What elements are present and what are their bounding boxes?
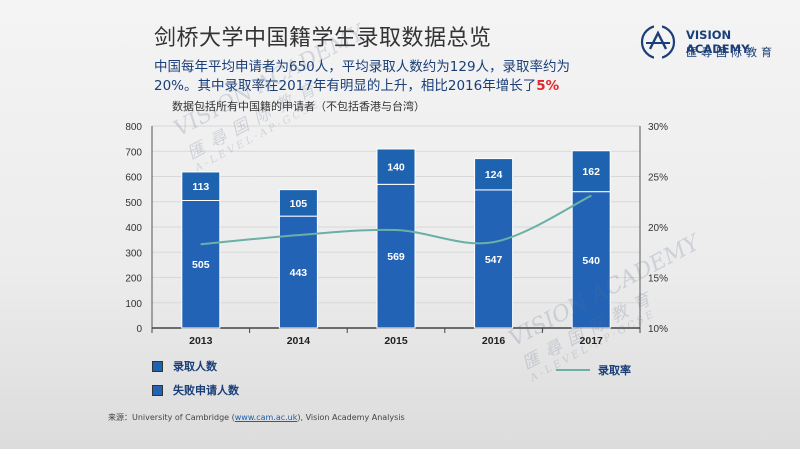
- rate-point: [200, 243, 202, 245]
- y-tick-label: 400: [125, 223, 142, 234]
- data-label-rejected: 547: [485, 254, 503, 266]
- chart-rate-line: [200, 194, 592, 246]
- legend-rate-line: [556, 369, 590, 371]
- source-citation: 来源：University of Cambridge (www.cam.ac.u…: [108, 412, 405, 423]
- legend-rejected-swatch: [152, 384, 163, 396]
- summary-text: 中国每年平均申请者为650人，平均录取人数约为129人，录取率约为 20%。其中…: [154, 58, 624, 96]
- y2-tick-label: 25%: [648, 173, 668, 184]
- data-label-accepted: 140: [387, 162, 405, 174]
- y-tick-label: 600: [125, 173, 142, 184]
- brand-logo: VISION ACADEMY 匯尋国际教育: [640, 24, 790, 64]
- data-note: 数据包括所有中国籍的申请者（不包括香港与台湾）: [172, 100, 425, 113]
- x-tick-label: 2015: [384, 335, 408, 347]
- legend-rate: 录取率: [556, 362, 631, 378]
- x-tick-label: 2013: [189, 335, 213, 347]
- logo-name: VISION ACADEMY: [686, 28, 750, 56]
- source-suffix: ), Vision Academy Analysis: [297, 413, 405, 422]
- page-title: 剑桥大学中国籍学生录取数据总览: [154, 26, 492, 51]
- bar-accepted: [474, 158, 514, 191]
- legend-accepted-label: 录取人数: [173, 360, 217, 373]
- y-tick-label: 100: [125, 299, 142, 310]
- legend-rejected-label: 失败申请人数: [173, 384, 239, 397]
- y-tick-label: 800: [125, 122, 142, 133]
- data-label-rejected: 569: [387, 251, 405, 263]
- y-tick-label: 700: [125, 147, 142, 158]
- source-link[interactable]: www.cam.ac.uk: [234, 413, 298, 422]
- data-label-rejected: 505: [192, 259, 210, 271]
- chart-bars: [181, 148, 611, 329]
- bar-rejected: [181, 199, 221, 329]
- rate-point: [493, 241, 495, 243]
- y-tick-label: 300: [125, 248, 142, 259]
- y2-tick-label: 30%: [648, 122, 668, 133]
- summary-highlight: 5%: [536, 78, 560, 94]
- logo-subtitle: 匯尋国际教育: [686, 46, 776, 59]
- bar-rejected: [571, 191, 611, 329]
- summary-line-1: 中国每年平均申请者为650人，平均录取人数约为129人，录取率约为: [154, 59, 571, 75]
- y2-tick-label: 20%: [648, 223, 668, 234]
- summary-line-2: 20%。其中录取率在2017年有明显的上升，相比2016年增长了: [154, 78, 537, 94]
- data-label-accepted: 113: [192, 181, 209, 193]
- chart-data-labels: 505 113 443 105 569 140 547 124 540 162: [192, 162, 600, 279]
- y-tick-label: 0: [136, 324, 142, 335]
- bar-rejected: [474, 189, 514, 329]
- x-tick-label: 2017: [580, 335, 604, 347]
- legend-rejected: 失败申请人数: [152, 382, 239, 398]
- rate-point: [590, 195, 592, 197]
- bar-rejected: [376, 183, 416, 329]
- y2-tick-label: 10%: [648, 324, 668, 335]
- data-label-accepted: 162: [582, 166, 600, 178]
- bar-accepted: [278, 189, 318, 217]
- bar-accepted: [376, 148, 416, 185]
- data-label-rejected: 443: [290, 267, 308, 279]
- x-tick-label: 2016: [482, 335, 506, 347]
- data-label-rejected: 540: [582, 255, 600, 267]
- legend-accepted-swatch: [152, 360, 163, 372]
- bar-accepted: [181, 171, 221, 201]
- bar-accepted: [571, 150, 611, 193]
- vision-academy-logo-icon: [640, 24, 676, 60]
- y2-tick-label: 15%: [648, 274, 668, 285]
- legend-rate-label: 录取率: [598, 364, 631, 377]
- chart-axes: 0 100 200 300 400 500 600 700 800 10% 15% 20% 25% 30%…: [125, 122, 668, 347]
- y-tick-label: 200: [125, 274, 142, 285]
- y-tick-label: 500: [125, 198, 142, 209]
- x-tick-label: 2014: [287, 335, 311, 347]
- rate-point: [297, 234, 299, 236]
- rate-point: [395, 229, 397, 231]
- data-label-accepted: 105: [290, 198, 308, 210]
- data-label-accepted: 124: [485, 169, 503, 181]
- source-prefix: 来源：University of Cambridge (: [108, 413, 235, 422]
- legend-accepted: 录取人数: [152, 358, 217, 374]
